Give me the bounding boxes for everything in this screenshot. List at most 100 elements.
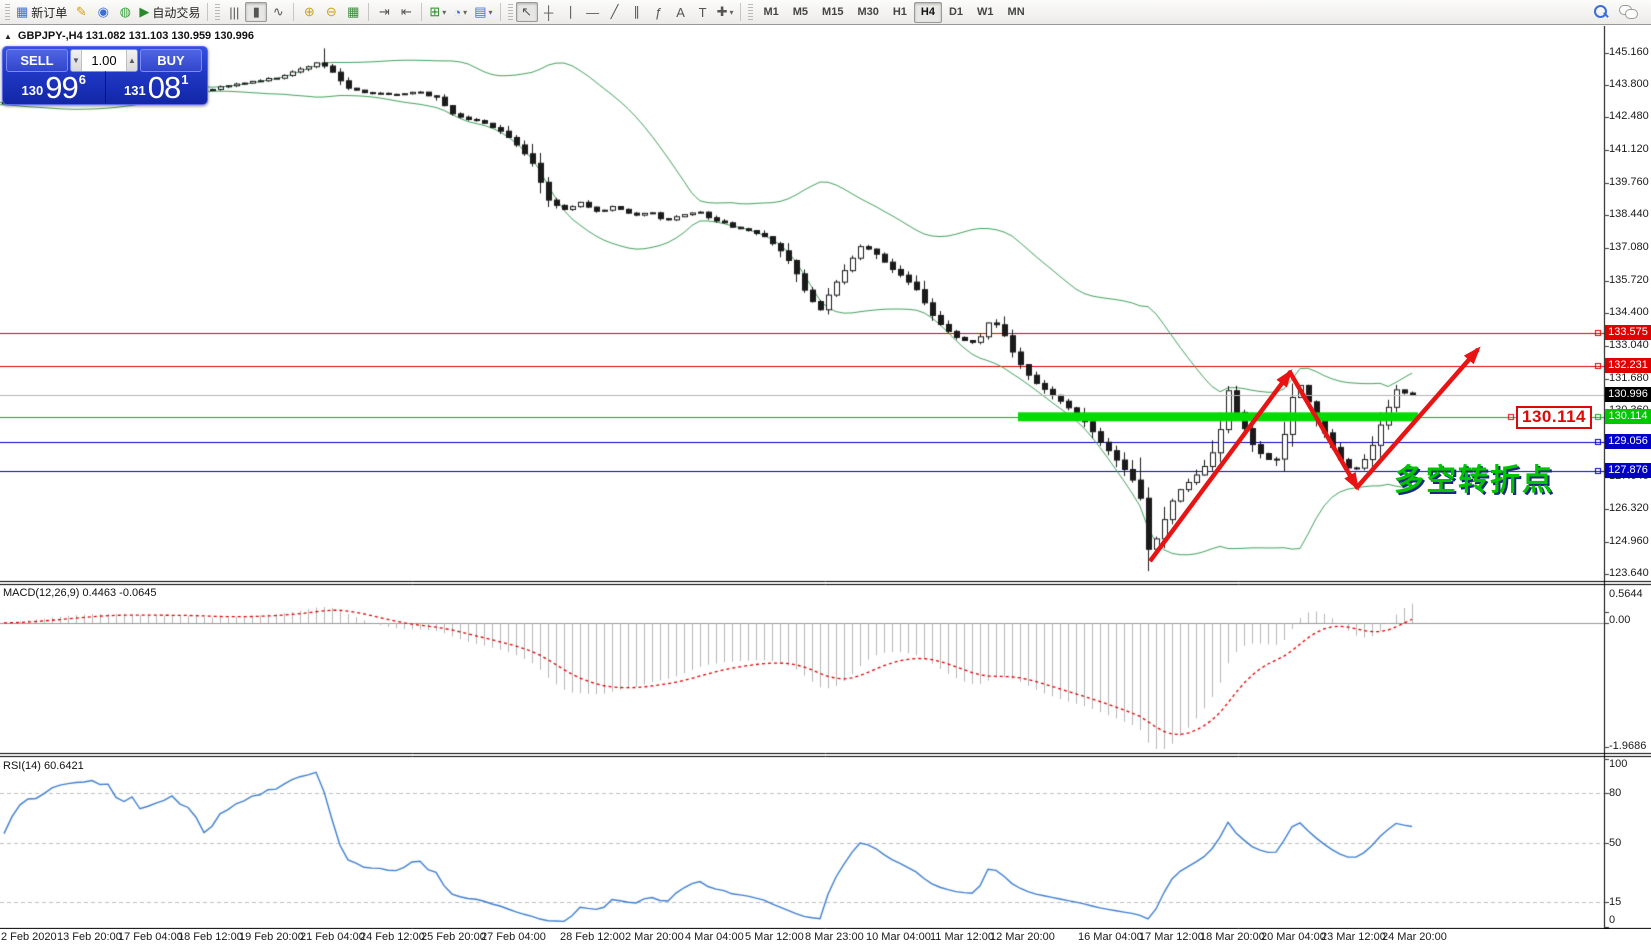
signal-icon-glyph: ◍ xyxy=(119,4,131,19)
toolbar: ▦ 新订单 ✎ ◉ ◍ ▶ 自动交易 ||| ▮ ∿ ⊕ ⊖ ▦ ⇥ ⇤ ⊞ ▾ ◔ ▾ ▤ ▾ ↖ ┼ ∣ ― ╱ ∥ ƒ A T ✚ ▾ M… xyxy=(0,0,1651,25)
buy-price[interactable]: 131 08 1 xyxy=(106,71,208,103)
buy-price-point: 1 xyxy=(181,72,189,87)
timeframe-m1[interactable]: M1 xyxy=(763,6,779,18)
timeframe-h1[interactable]: H1 xyxy=(892,6,907,18)
sell-button[interactable]: SELL xyxy=(6,49,68,72)
chart-shift-button[interactable]: ⇥ xyxy=(373,2,395,22)
templates-button[interactable]: ▤ ▾ xyxy=(471,2,495,22)
signal-icon[interactable]: ◍ xyxy=(114,2,136,22)
pivot-point-annotation[interactable]: 多空转折点 xyxy=(1394,463,1554,497)
notepad-icon[interactable]: ✎ xyxy=(70,2,92,22)
rsi-axis-80: 80 xyxy=(1609,786,1622,799)
dropdown-caret-icon[interactable]: ▾ xyxy=(488,7,493,17)
toolbar-separator xyxy=(207,3,209,21)
search-icon[interactable] xyxy=(1593,4,1609,20)
dropdown-caret-icon[interactable]: ▾ xyxy=(729,7,734,17)
notepad-icon-glyph: ✎ xyxy=(75,4,87,19)
sell-price-pips: 99 xyxy=(45,70,78,105)
panel-collapse-icon[interactable]: ▲ xyxy=(4,31,12,41)
chat-icon[interactable] xyxy=(1619,5,1638,19)
time-axis-label: 27 Feb 04:00 xyxy=(481,931,546,943)
time-axis[interactable]: 2 Feb 2020 13 Feb 20:00 17 Feb 04:00 18 Feb… xyxy=(0,929,1651,946)
toolbar-separator xyxy=(499,3,501,21)
zoom-out-button[interactable]: ⊖ xyxy=(320,2,342,22)
label-button-glyph: T xyxy=(698,4,707,20)
sell-price-integer: 130 xyxy=(21,83,44,98)
line-chart-button[interactable]: ∿ xyxy=(267,2,289,22)
toolbar-separator xyxy=(421,3,423,21)
buy-price-pips: 08 xyxy=(147,70,181,105)
timeframe-m30[interactable]: M30 xyxy=(857,6,879,18)
chart-title: GBPJPY-,H4 131.082 131.103 130.959 130.9… xyxy=(17,30,254,42)
price-axis-tick: 143.800 xyxy=(1609,78,1649,91)
rsi-axis-100: 100 xyxy=(1609,758,1628,770)
periods-button[interactable]: ◔ ▾ xyxy=(449,2,471,22)
timeframe-m15[interactable]: M15 xyxy=(822,6,844,18)
crosshair-button[interactable]: ┼ xyxy=(538,2,560,22)
metaeditor-icon[interactable]: ◉ xyxy=(92,2,114,22)
volume-increase-button[interactable]: ▲ xyxy=(126,50,137,71)
vertical-line-button[interactable]: ∣ xyxy=(560,2,582,22)
toolbar-grip xyxy=(5,4,10,20)
label-button[interactable]: T xyxy=(692,2,714,22)
timeframe-h4[interactable]: H4 xyxy=(913,1,942,23)
timeframe-mn[interactable]: MN xyxy=(1007,6,1025,18)
auto-scroll-button[interactable]: ⇤ xyxy=(395,2,417,22)
price-line-label: 130.114 xyxy=(1605,408,1651,424)
price-axis-tick: 134.400 xyxy=(1609,306,1649,319)
zoom-in-button-glyph: ⊕ xyxy=(303,4,315,19)
shapes-button[interactable]: ✚ ▾ xyxy=(714,2,737,22)
price-axis-tick: 124.960 xyxy=(1609,534,1649,547)
indicators-button[interactable]: ⊞ ▾ xyxy=(426,2,449,22)
time-axis-label: 17 Feb 04:00 xyxy=(118,931,183,943)
zoom-out-button-glyph: ⊖ xyxy=(325,4,337,19)
channel-button[interactable]: ∥ xyxy=(626,2,648,22)
time-axis-label: 24 Mar 20:00 xyxy=(1382,931,1447,943)
macd-axis-min: -1.9686 xyxy=(1609,740,1647,752)
dropdown-caret-icon[interactable]: ▾ xyxy=(463,7,468,17)
price-axis-tick: 139.760 xyxy=(1609,176,1649,189)
macd-axis-zero: 0.00 xyxy=(1609,614,1631,626)
new-order-button[interactable]: ▦ 新订单 xyxy=(13,2,70,22)
buy-button[interactable]: BUY xyxy=(140,49,202,72)
fibonacci-button[interactable]: ƒ xyxy=(648,2,670,22)
volume-decrease-button[interactable]: ▼ xyxy=(71,50,82,71)
trendline-button[interactable]: ╱ xyxy=(604,2,626,22)
sell-price[interactable]: 130 99 6 xyxy=(3,71,106,103)
chart-shift-button-glyph: ⇥ xyxy=(378,4,390,19)
timeframe-m5[interactable]: M5 xyxy=(792,6,809,18)
price-axis-tick: 137.080 xyxy=(1609,241,1649,254)
price-line-label: 127.876 xyxy=(1605,462,1651,478)
price-line-label: 129.056 xyxy=(1605,434,1651,450)
bar-chart-button[interactable]: ||| xyxy=(223,2,245,22)
time-axis-label: 2 Mar 20:00 xyxy=(625,931,684,943)
horizontal-line-button[interactable]: ― xyxy=(582,2,604,22)
time-axis-label: 18 Mar 20:00 xyxy=(1200,931,1265,943)
price-line-label: 133.575 xyxy=(1605,325,1651,340)
new-order-button-label: 新订单 xyxy=(31,5,68,20)
macd-indicator-label: MACD(12,26,9) 0.4463 -0.0645 xyxy=(3,587,157,599)
fibonacci-button-glyph: ƒ xyxy=(654,4,663,20)
text-button[interactable]: A xyxy=(670,2,692,22)
candlestick-chart-button[interactable]: ▮ xyxy=(245,2,268,22)
tile-windows-button[interactable]: ▦ xyxy=(342,2,364,22)
chart-area: ▲ GBPJPY-,H4 131.082 131.103 130.959 130… xyxy=(0,26,1651,946)
time-axis-label: 8 Mar 23:00 xyxy=(805,931,864,943)
autotrading-button[interactable]: ▶ 自动交易 xyxy=(136,2,203,22)
time-axis-label: 5 Mar 12:00 xyxy=(745,931,804,943)
dropdown-caret-icon[interactable]: ▾ xyxy=(442,7,447,17)
time-axis-label: 11 Mar 12:00 xyxy=(930,931,995,943)
time-axis-label: 21 Feb 04:00 xyxy=(300,931,365,943)
rsi-axis-0: 0 xyxy=(1609,914,1616,926)
timeframe-d1[interactable]: D1 xyxy=(948,6,964,18)
cursor-button[interactable]: ↖ xyxy=(515,2,538,22)
candlestick-chart-button-glyph: ▮ xyxy=(252,4,260,19)
zoom-in-button[interactable]: ⊕ xyxy=(298,2,320,22)
line-chart-button-glyph: ∿ xyxy=(272,4,284,19)
autotrading-button-glyph: ▶ xyxy=(139,4,150,19)
toolbar-separator xyxy=(740,3,742,21)
time-axis-label: 25 Feb 20:00 xyxy=(421,931,486,943)
timeframe-w1[interactable]: W1 xyxy=(977,6,994,18)
volume-input[interactable] xyxy=(82,50,126,71)
price-callout-box[interactable]: 130.114 xyxy=(1516,405,1592,429)
